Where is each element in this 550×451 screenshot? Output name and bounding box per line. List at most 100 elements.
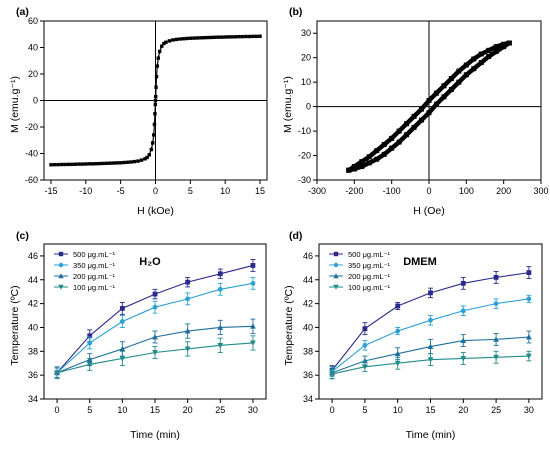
data-point <box>199 36 203 40</box>
data-point <box>157 49 162 54</box>
y-tick-label: -20 <box>298 151 311 161</box>
x-tick-label: -300 <box>308 186 326 196</box>
data-point <box>185 296 191 302</box>
x-tick-label: 30 <box>248 405 258 415</box>
y-tick-label: 44 <box>303 275 313 285</box>
data-point <box>394 360 401 367</box>
data-point <box>152 133 156 137</box>
data-point <box>122 160 126 165</box>
data-point <box>233 35 238 39</box>
data-point <box>374 156 380 162</box>
data-point <box>154 74 159 79</box>
x-tick-label: -5 <box>117 186 125 196</box>
data-point <box>73 162 78 166</box>
data-point <box>86 362 93 368</box>
data-point <box>217 324 224 330</box>
data-point <box>359 164 365 170</box>
x-tick-label: 5 <box>87 405 92 415</box>
y-tick-label: 40 <box>28 322 38 332</box>
data-point <box>493 49 499 55</box>
data-point <box>119 356 126 362</box>
data-point <box>111 161 116 165</box>
y-tick-label: 38 <box>303 346 313 356</box>
y-axis-label: M (emu.g⁻¹) <box>282 76 294 133</box>
data-point <box>147 153 151 157</box>
legend-marker <box>58 251 64 257</box>
data-point <box>478 60 484 66</box>
data-point <box>478 51 484 57</box>
data-point <box>486 53 492 59</box>
x-tick-label: 15 <box>255 186 265 196</box>
data-point <box>362 326 368 332</box>
y-tick-label: 60 <box>28 16 38 26</box>
x-tick-label: -15 <box>44 186 57 196</box>
panel-d-heating-dmem: (d) 0 5 10 15 20 25 30 34 36 38 40 42 44 46 Time (min) T… <box>283 230 543 441</box>
data-point <box>250 340 256 346</box>
legend: 500 μg.mL⁻¹ 350 μg.mL⁻¹ 200 μg.mL⁻¹ 100 μg.… <box>329 250 391 292</box>
data-point <box>394 350 401 357</box>
medium-label: H₂O <box>139 256 161 268</box>
data-point <box>49 163 53 167</box>
x-tick-label: -10 <box>79 186 92 196</box>
data-point <box>411 124 417 130</box>
y-tick-label: -30 <box>298 175 311 185</box>
y-tick-label: -10 <box>298 126 311 136</box>
panel-b-magnetization-Oe: (b)-300 -200 -100 0 100 200 300-30-20-10010203… <box>282 6 549 217</box>
data-point <box>237 34 241 39</box>
legend-marker <box>333 273 339 279</box>
data-point <box>460 308 466 314</box>
x-axis-label: H (Oe) <box>413 205 445 217</box>
x-tick-label: 0 <box>55 405 60 415</box>
data-point <box>258 34 262 38</box>
x-tick-label: 30 <box>524 405 534 415</box>
x-axis-label: Time (min) <box>130 429 180 441</box>
data-point <box>493 336 499 342</box>
data-point <box>448 86 454 92</box>
data-point <box>87 340 93 346</box>
data-point <box>366 160 372 166</box>
data-point <box>329 371 336 377</box>
data-point <box>426 98 432 103</box>
data-point <box>240 34 245 39</box>
x-axis-label: H (kOe) <box>137 205 174 217</box>
data-point <box>188 36 193 40</box>
data-point <box>217 342 224 349</box>
legend-marker <box>333 262 339 268</box>
series-1 <box>346 40 512 173</box>
data-point <box>54 370 60 376</box>
data-point <box>66 162 71 167</box>
data-point <box>346 167 352 173</box>
data-point <box>493 301 499 307</box>
data-point <box>119 345 126 352</box>
data-point <box>217 271 223 277</box>
data-point <box>153 102 157 107</box>
x-tick-label: 200 <box>496 186 511 196</box>
data-point <box>152 122 157 127</box>
data-point <box>230 35 234 39</box>
data-point <box>105 161 109 166</box>
data-point <box>254 34 259 39</box>
data-point <box>362 364 368 370</box>
legend-entry: 500 μg.mL⁻¹ <box>348 250 391 259</box>
x-tick-label: 20 <box>183 405 193 415</box>
x-tick-label: 100 <box>459 186 474 196</box>
y-tick-label: 20 <box>28 69 38 79</box>
data-point <box>250 323 256 329</box>
data-point <box>151 141 155 145</box>
data-point <box>153 98 158 103</box>
legend-marker <box>58 262 64 268</box>
data-point <box>202 35 206 40</box>
data-point <box>448 75 454 81</box>
data-point <box>52 162 57 167</box>
data-point <box>493 274 499 280</box>
y-tick-label: 46 <box>28 251 38 261</box>
y-tick-label: 44 <box>28 275 38 285</box>
data-point <box>395 303 401 309</box>
data-point <box>456 79 462 85</box>
data-point <box>351 166 357 172</box>
data-point <box>501 44 507 50</box>
panel-label: (a) <box>16 6 29 18</box>
data-point <box>427 343 434 349</box>
x-tick-label: 10 <box>220 186 230 196</box>
